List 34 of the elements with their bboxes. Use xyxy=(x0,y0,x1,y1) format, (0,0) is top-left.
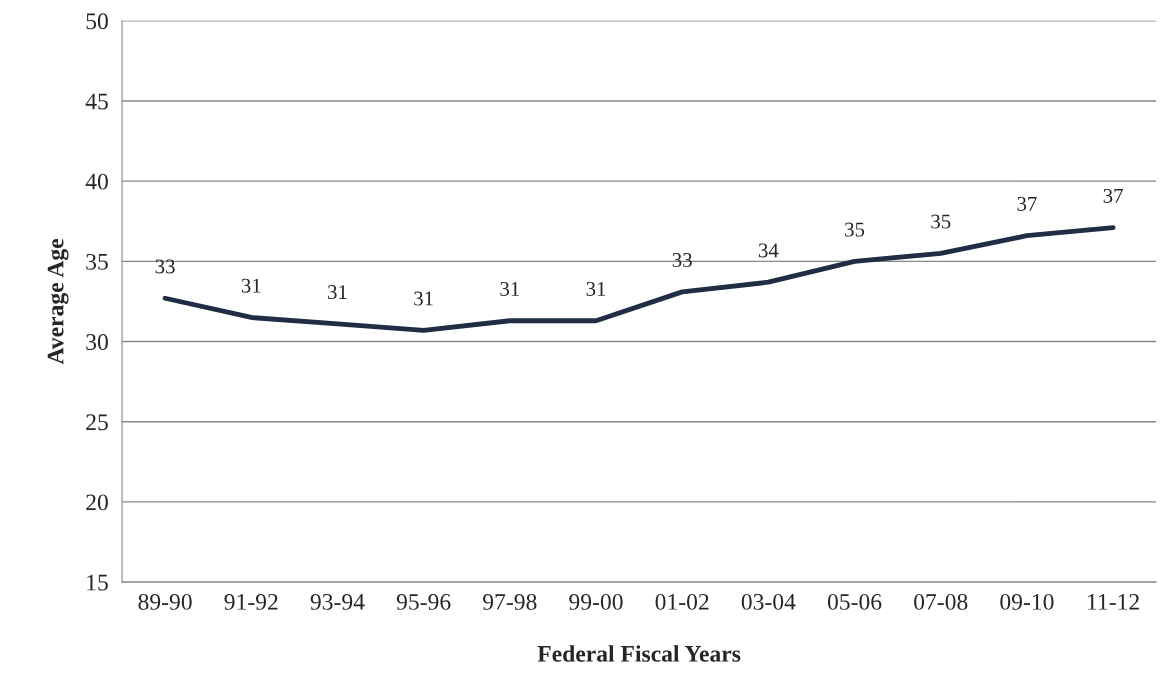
y-tick-label: 30 xyxy=(86,334,108,350)
x-tick-label: 07-08 xyxy=(914,593,968,610)
y-tick-label: 15 xyxy=(87,574,108,591)
data-label: 31 xyxy=(500,281,519,296)
data-label: 33 xyxy=(155,259,175,274)
data-label: 34 xyxy=(758,243,779,258)
x-tick-label: 05-06 xyxy=(827,593,882,610)
x-tick-label: 01-02 xyxy=(655,593,709,610)
y-tick-label: 20 xyxy=(86,494,108,511)
x-tick-label: 97-98 xyxy=(483,593,537,610)
data-label: 31 xyxy=(328,285,347,300)
x-tick-label: 91-92 xyxy=(224,593,278,610)
data-label: 31 xyxy=(586,281,606,296)
x-tick-label: 99-00 xyxy=(569,593,623,610)
y-axis-title: Average Age xyxy=(47,239,69,365)
data-label: 35 xyxy=(931,214,951,229)
data-label: 33 xyxy=(672,253,692,268)
x-tick-label: 93-94 xyxy=(310,593,365,610)
data-label: 37 xyxy=(1017,196,1037,211)
y-tick-label: 40 xyxy=(85,173,108,190)
x-tick-label: 95-96 xyxy=(396,593,451,610)
data-label: 35 xyxy=(845,222,865,237)
data-label: 31 xyxy=(241,278,261,293)
y-tick-label: 50 xyxy=(86,13,108,30)
data-label: 31 xyxy=(414,291,433,306)
x-tick-label: 11-12 xyxy=(1088,593,1139,610)
x-tick-label: 89-90 xyxy=(138,593,192,610)
x-tick-label: 09-10 xyxy=(1000,593,1054,610)
x-axis-title: Federal Fiscal Years xyxy=(537,645,741,662)
data-label: 37 xyxy=(1103,188,1123,203)
y-tick-label: 45 xyxy=(85,93,108,110)
y-tick-label: 35 xyxy=(86,253,108,270)
x-tick-label: 03-04 xyxy=(741,593,796,610)
y-tick-label: 25 xyxy=(86,414,108,431)
